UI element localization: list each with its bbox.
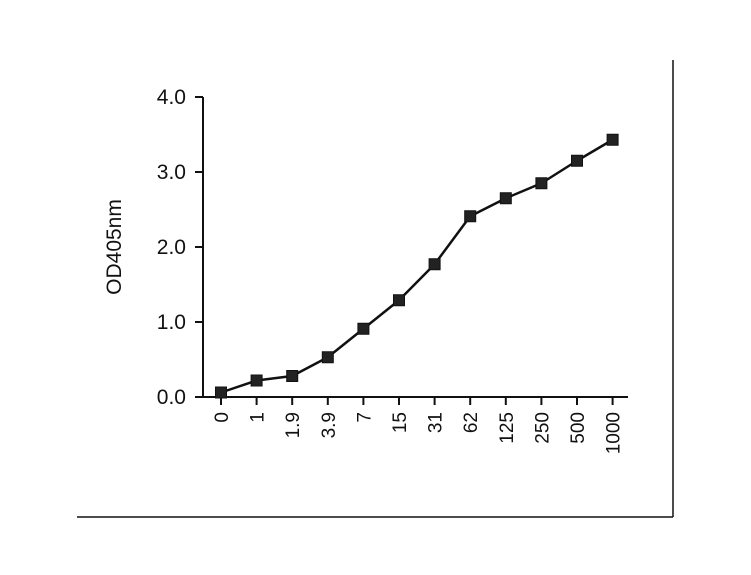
y-axis-ticks: 0.0 1.0 2.0 3.0 4.0 (157, 86, 203, 409)
x-tick-label: 0 (212, 412, 233, 423)
x-tick-label: 1.9 (283, 412, 304, 438)
x-tick-label: 1000 (604, 412, 625, 454)
data-point-marker (357, 322, 370, 335)
y-axis-label: OD405nm (103, 199, 126, 295)
x-tick-label: 250 (532, 412, 553, 444)
data-point-marker (393, 294, 405, 307)
data-point-marker (286, 370, 299, 382)
data-point-marker (535, 177, 548, 190)
x-axis-ticks: 0 1 1.9 3.9 7 15 31 62 125 250 500 1000 (212, 397, 625, 454)
data-point-marker (464, 210, 477, 223)
x-tick-label: 125 (497, 412, 518, 444)
data-point-marker (499, 192, 512, 205)
x-tick-label: 7 (354, 412, 375, 423)
y-tick-label: 3.0 (157, 161, 186, 184)
y-tick-label: 4.0 (157, 86, 186, 109)
data-point-marker (321, 351, 334, 364)
x-tick-label: 3.9 (319, 412, 340, 438)
x-tick-label: 1 (248, 412, 269, 423)
x-tick-label: 500 (568, 412, 589, 444)
data-point-marker (606, 133, 619, 146)
data-point-marker (250, 374, 263, 387)
y-tick-label: 2.0 (157, 236, 186, 259)
x-tick-label: 62 (461, 412, 482, 433)
x-tick-label: 31 (426, 412, 447, 433)
data-point-marker (215, 386, 227, 399)
x-tick-label: 15 (390, 412, 411, 433)
data-point-marker (428, 258, 441, 271)
series-polyline (220, 138, 614, 394)
y-tick-label: 0.0 (157, 386, 186, 409)
series-markers (215, 133, 619, 399)
series-line (220, 138, 614, 394)
y-tick-label: 1.0 (157, 311, 186, 334)
data-point-marker (571, 154, 583, 167)
